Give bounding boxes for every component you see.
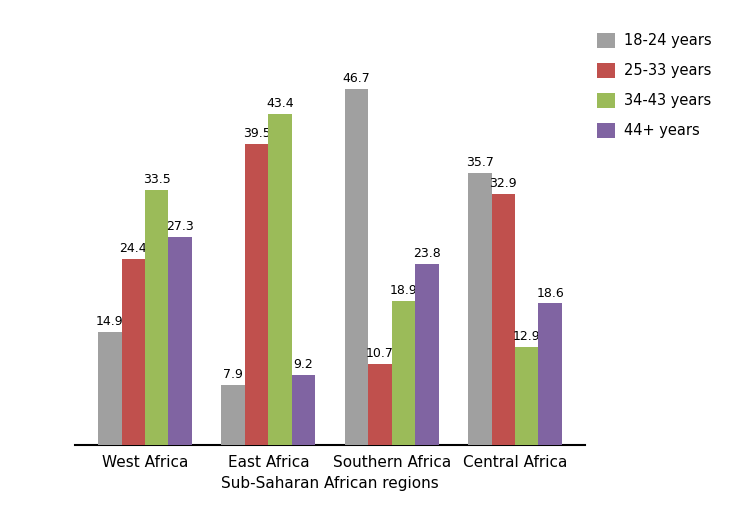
Text: 46.7: 46.7 bbox=[343, 72, 370, 85]
Bar bbox=[268, 114, 292, 445]
Bar bbox=[169, 237, 192, 445]
Text: 23.8: 23.8 bbox=[413, 247, 441, 260]
Text: 32.9: 32.9 bbox=[490, 178, 517, 190]
Legend: 18-24 years, 25-33 years, 34-43 years, 44+ years: 18-24 years, 25-33 years, 34-43 years, 4… bbox=[598, 33, 711, 138]
Bar bbox=[145, 190, 169, 445]
Text: 18.6: 18.6 bbox=[536, 287, 564, 300]
Bar bbox=[392, 301, 415, 445]
Text: 24.4: 24.4 bbox=[119, 242, 147, 255]
Text: 39.5: 39.5 bbox=[243, 127, 271, 140]
Text: 10.7: 10.7 bbox=[366, 347, 394, 360]
Bar bbox=[468, 173, 491, 445]
Text: 27.3: 27.3 bbox=[166, 220, 194, 233]
Bar bbox=[345, 89, 368, 445]
Text: 7.9: 7.9 bbox=[224, 368, 243, 381]
Bar bbox=[292, 375, 315, 445]
Bar bbox=[515, 347, 538, 445]
Text: 43.4: 43.4 bbox=[266, 97, 294, 110]
Text: 9.2: 9.2 bbox=[293, 358, 314, 371]
Bar bbox=[538, 304, 562, 445]
Text: 14.9: 14.9 bbox=[96, 315, 124, 328]
Bar bbox=[368, 364, 392, 445]
Bar bbox=[98, 332, 122, 445]
Bar bbox=[221, 385, 245, 445]
Bar bbox=[122, 259, 145, 445]
Text: 33.5: 33.5 bbox=[143, 173, 171, 186]
Bar bbox=[415, 264, 439, 445]
Text: 12.9: 12.9 bbox=[513, 330, 541, 343]
Bar bbox=[491, 194, 515, 445]
Bar bbox=[245, 144, 268, 445]
X-axis label: Sub-Saharan African regions: Sub-Saharan African regions bbox=[221, 476, 439, 490]
Text: 35.7: 35.7 bbox=[466, 156, 494, 169]
Text: 18.9: 18.9 bbox=[389, 284, 417, 297]
